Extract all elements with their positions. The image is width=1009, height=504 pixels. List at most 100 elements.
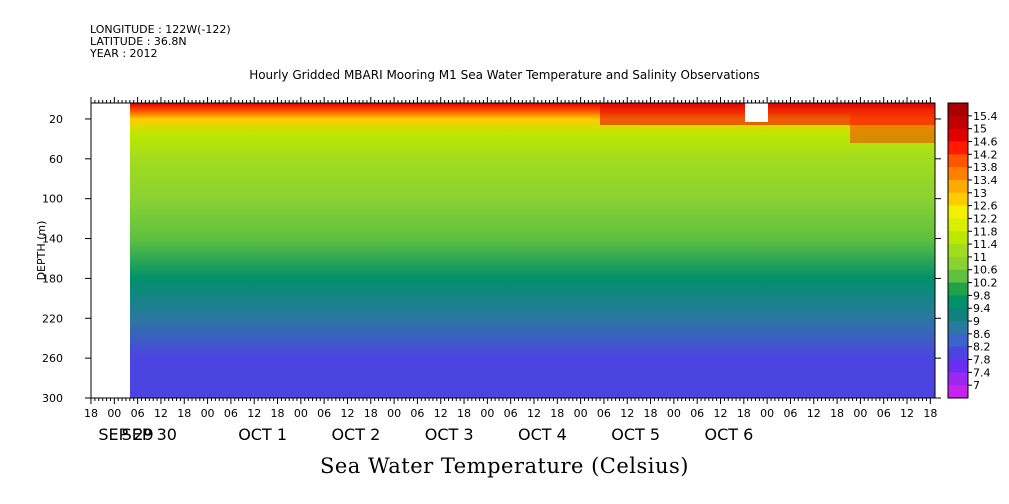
colorbar-label: 11.8 (973, 225, 998, 238)
x-tick-label: 12 (340, 407, 354, 420)
colorbar-swatch (948, 359, 968, 373)
colorbar-swatch (948, 295, 968, 309)
x-tick-label: 18 (84, 407, 98, 420)
colorbar-swatch (948, 128, 968, 142)
x-tick-label: 00 (760, 407, 774, 420)
x-tick-label: 18 (457, 407, 471, 420)
x-tick-label: 18 (271, 407, 285, 420)
x-day-label: OCT 5 (611, 425, 660, 444)
x-tick-label: 06 (504, 407, 518, 420)
y-tick-label: 100 (42, 193, 63, 206)
x-tick-label: 18 (550, 407, 564, 420)
colorbar-swatch (948, 167, 968, 181)
colorbar-swatch (948, 115, 968, 130)
colorbar-label: 11.4 (973, 238, 998, 251)
colorbar-swatch (948, 154, 968, 168)
x-tick-label: 06 (597, 407, 611, 420)
x-tick-label: 06 (317, 407, 331, 420)
x-tick-label: 18 (830, 407, 844, 420)
colorbar-label: 11 (973, 251, 987, 264)
x-tick-label: 18 (737, 407, 751, 420)
latitude-label: LATITUDE : 36.8N (90, 35, 187, 48)
colorbar-swatch (948, 385, 968, 399)
x-tick-label: 06 (783, 407, 797, 420)
y-tick-label: 260 (42, 352, 63, 365)
colorbar-label: 12.6 (973, 200, 998, 213)
colorbar-label: 14.6 (973, 135, 998, 148)
colorbar-swatch (948, 231, 968, 245)
y-tick-label: 60 (49, 153, 63, 166)
x-tick-label: 00 (387, 407, 401, 420)
colorbar-swatch (948, 244, 968, 258)
x-axis-label: Sea Water Temperature (Celsius) (319, 454, 689, 478)
colorbar-label: 10.6 (973, 264, 998, 277)
x-tick-label: 12 (434, 407, 448, 420)
colorbar-swatch (948, 103, 968, 117)
x-day-label: OCT 4 (518, 425, 567, 444)
x-tick-label: 00 (667, 407, 681, 420)
surface-warm-band-late (850, 113, 935, 143)
x-tick-label: 12 (527, 407, 541, 420)
colorbar-label: 14.2 (973, 148, 998, 161)
x-tick-label: 06 (131, 407, 145, 420)
y-tick-label: 220 (42, 312, 63, 325)
colorbar-label: 9.4 (973, 302, 991, 315)
x-day-label: OCT 2 (331, 425, 380, 444)
x-day-label: SEP 29 (98, 425, 153, 444)
x-tick-label: 18 (364, 407, 378, 420)
x-tick-label: 12 (900, 407, 914, 420)
colorbar-swatch (948, 218, 968, 232)
colorbar-label: 15 (973, 123, 987, 136)
colorbar-swatch (948, 282, 968, 296)
x-tick-label: 18 (923, 407, 937, 420)
colorbar-swatch (948, 141, 968, 155)
y-tick-label: 180 (42, 272, 63, 285)
y-tick-label: 140 (42, 233, 63, 246)
y-tick-label: 20 (49, 113, 63, 126)
colorbar-label: 8.2 (973, 341, 991, 354)
colorbar-label: 8.6 (973, 328, 991, 341)
colorbar-label: 7 (973, 379, 980, 392)
colorbar-swatch (948, 321, 968, 335)
x-tick-label: 00 (294, 407, 308, 420)
colorbar-label: 10.2 (973, 277, 998, 290)
x-tick-label: 18 (644, 407, 658, 420)
chart-title: Hourly Gridded MBARI Mooring M1 Sea Wate… (249, 68, 760, 82)
x-day-label: SEP 30 (122, 425, 177, 444)
colorbar-label: 13 (973, 187, 987, 200)
colorbar-swatch (948, 192, 968, 207)
colorbar-swatch (948, 256, 968, 271)
x-tick-label: 00 (107, 407, 121, 420)
colorbar-swatch (948, 308, 968, 322)
plot-frame (90, 102, 936, 399)
x-tick-label: 00 (201, 407, 215, 420)
colorbar-label: 15.4 (973, 110, 998, 123)
colorbar-label: 7.8 (973, 354, 991, 367)
colorbar-label: 13.8 (973, 161, 998, 174)
x-tick-label: 06 (410, 407, 424, 420)
x-tick-label: 06 (877, 407, 891, 420)
colorbar-swatch (948, 269, 968, 284)
x-tick-label: 12 (154, 407, 168, 420)
colorbar-swatch (948, 333, 968, 348)
colorbar-label: 9 (973, 315, 980, 328)
y-tick-label: 300 (42, 392, 63, 405)
x-day-label: OCT 3 (425, 425, 474, 444)
x-tick-label: 06 (224, 407, 238, 420)
y-axis-label: DEPTH (m) (35, 221, 48, 281)
colorbar-swatch (948, 205, 968, 219)
x-tick-label: 00 (574, 407, 588, 420)
colorbar-swatch (948, 372, 968, 386)
colorbar-label: 12.2 (973, 212, 998, 225)
colorbar-label: 9.8 (973, 289, 991, 302)
x-tick-label: 18 (177, 407, 191, 420)
x-day-label: OCT 1 (238, 425, 287, 444)
colorbar-frame (947, 102, 969, 399)
x-day-label: OCT 6 (705, 425, 754, 444)
temperature-field (130, 103, 935, 398)
colorbar-swatch (948, 346, 968, 361)
year-label: YEAR : 2012 (90, 47, 158, 60)
x-tick-label: 00 (480, 407, 494, 420)
x-tick-label: 06 (690, 407, 704, 420)
